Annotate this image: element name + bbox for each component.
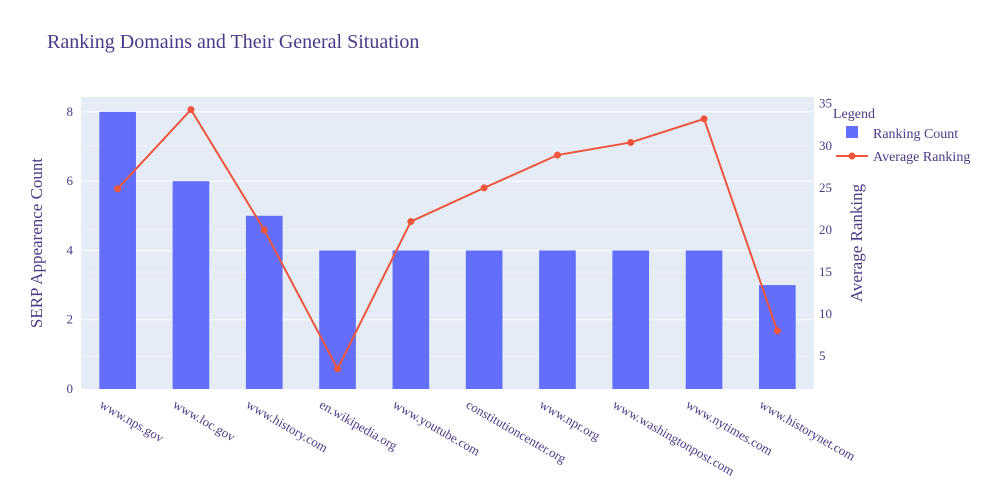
line-point[interactable] xyxy=(260,226,268,234)
line-point[interactable] xyxy=(407,218,415,226)
bar[interactable] xyxy=(245,215,283,389)
chart-title: Ranking Domains and Their General Situat… xyxy=(47,31,419,53)
line-point[interactable] xyxy=(553,151,561,159)
line-point[interactable] xyxy=(773,327,781,335)
line-point[interactable] xyxy=(700,115,708,123)
y2-tick-label: 10 xyxy=(819,306,832,321)
legend-dot-average-ranking xyxy=(848,152,856,160)
bar[interactable] xyxy=(759,285,796,389)
y2-axis-ticks: 5 10 15 20 25 30 35 xyxy=(819,96,832,363)
y-tick-label: 4 xyxy=(67,242,74,257)
x-tick-label: en.wikipedia.org xyxy=(317,397,400,454)
y-tick-label: 0 xyxy=(67,381,74,396)
bar[interactable] xyxy=(172,181,210,389)
legend-label-ranking-count: Ranking Count xyxy=(873,127,958,142)
y-tick-label: 6 xyxy=(67,173,74,188)
bar-series xyxy=(99,111,796,390)
legend[interactable]: Legend Ranking Count Average Ranking xyxy=(833,107,970,165)
y-tick-label: 2 xyxy=(67,312,74,327)
line-point[interactable] xyxy=(480,184,488,192)
line-point[interactable] xyxy=(334,365,342,373)
y2-tick-label: 5 xyxy=(819,348,826,363)
legend-title: Legend xyxy=(833,107,875,122)
x-tick-label: www.historynet.com xyxy=(757,397,858,464)
bar[interactable] xyxy=(612,250,650,389)
y2-tick-label: 25 xyxy=(819,180,832,195)
y-axis-ticks: 0 2 4 6 8 xyxy=(67,104,74,396)
line-point[interactable] xyxy=(627,138,635,146)
y2-tick-label: 20 xyxy=(819,222,832,237)
legend-swatch-ranking-count xyxy=(846,126,858,138)
line-point[interactable] xyxy=(187,106,195,114)
y2-tick-label: 30 xyxy=(819,138,832,153)
legend-label-average-ranking: Average Ranking xyxy=(873,150,970,165)
bar[interactable] xyxy=(539,250,576,389)
bar[interactable] xyxy=(392,250,430,389)
x-tick-label: www.nps.gov xyxy=(97,397,167,446)
x-tick-label: www.loc.gov xyxy=(170,397,238,445)
line-path xyxy=(116,107,779,371)
y2-tick-label: 35 xyxy=(819,96,832,111)
bar[interactable] xyxy=(465,250,503,389)
x-tick-label: www.washingtonpost.com xyxy=(610,397,737,479)
y-tick-label: 8 xyxy=(67,104,74,119)
line-point[interactable] xyxy=(114,185,122,193)
y2-axis-title: Average Ranking xyxy=(847,183,866,302)
line-series xyxy=(114,106,781,373)
y2-tick-label: 15 xyxy=(819,264,832,279)
bar[interactable] xyxy=(685,250,723,389)
bar[interactable] xyxy=(99,111,136,390)
x-axis-ticks: www.nps.gov www.loc.gov www.history.comen.… xyxy=(97,397,858,479)
x-tick-label: www.history.com xyxy=(244,397,331,456)
x-tick-label: www.npr.org xyxy=(537,397,603,444)
y-axis-title: SERP Appearence Count xyxy=(27,158,46,329)
